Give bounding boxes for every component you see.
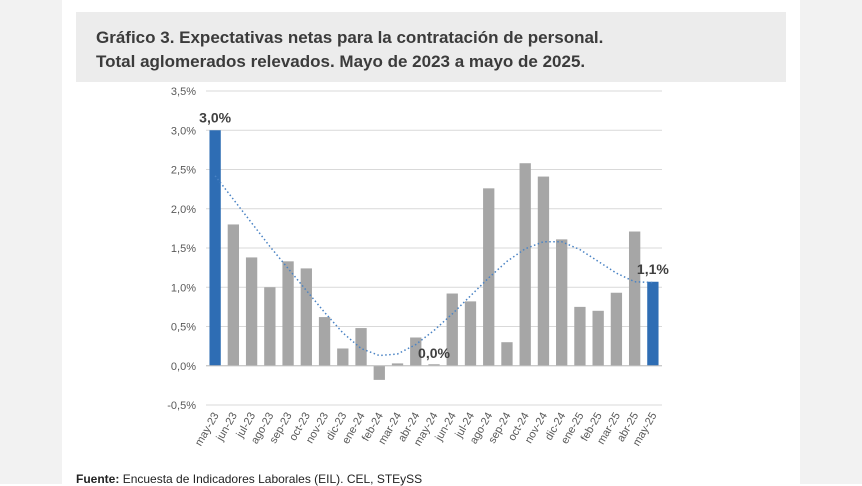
bar [537, 176, 550, 366]
bar-chart: -0,5%0,0%0,5%1,0%1,5%2,0%2,5%3,0%3,5%3,0… [167, 86, 669, 449]
bar [556, 239, 568, 366]
bar [428, 364, 440, 366]
bar [245, 257, 258, 366]
document-page: Gráfico 3. Expectativas netas para la co… [62, 0, 800, 486]
bar [318, 317, 331, 366]
y-tick-label: 2,5% [171, 165, 196, 177]
data-label: 1,1% [637, 261, 669, 277]
bar [647, 281, 659, 366]
data-label: 0,0% [418, 345, 450, 361]
y-tick-label: -0,5% [167, 400, 196, 412]
y-tick-label: 3,0% [171, 125, 196, 137]
bar [373, 365, 385, 380]
bar [264, 287, 276, 366]
bar [337, 348, 349, 366]
source-label: Fuente: [76, 472, 120, 486]
bar [628, 231, 641, 366]
data-label: 3,0% [199, 109, 231, 125]
source-note: Fuente: Encuesta de Indicadores Laborale… [76, 472, 422, 486]
bar [227, 224, 240, 366]
y-tick-label: 2,0% [171, 204, 196, 216]
bar [592, 310, 604, 366]
bar [209, 130, 221, 366]
bar [464, 301, 477, 366]
chart-title-box: Gráfico 3. Expectativas netas para la co… [76, 12, 786, 82]
bar [282, 261, 294, 366]
bar [391, 363, 404, 366]
bar [501, 342, 513, 366]
trend-line [214, 175, 653, 357]
bar [300, 268, 312, 366]
bar [610, 292, 623, 366]
chart-title-line-1: Gráfico 3. Expectativas netas para la co… [96, 28, 604, 47]
bar [519, 163, 531, 366]
chart-title-line-2: Total aglomerados relevados. Mayo de 202… [96, 52, 586, 71]
y-tick-label: 0,5% [171, 322, 196, 334]
bar [574, 306, 586, 366]
y-tick-label: 3,5% [171, 86, 196, 98]
source-text: Encuesta de Indicadores Laborales (EIL).… [122, 472, 423, 486]
y-tick-label: 1,5% [171, 243, 196, 255]
bar [446, 293, 458, 366]
y-tick-label: 0,0% [171, 361, 196, 373]
bar [355, 328, 367, 366]
bar [410, 337, 422, 366]
y-tick-label: 1,0% [171, 282, 196, 294]
x-tick-label: may-23 [193, 411, 222, 449]
